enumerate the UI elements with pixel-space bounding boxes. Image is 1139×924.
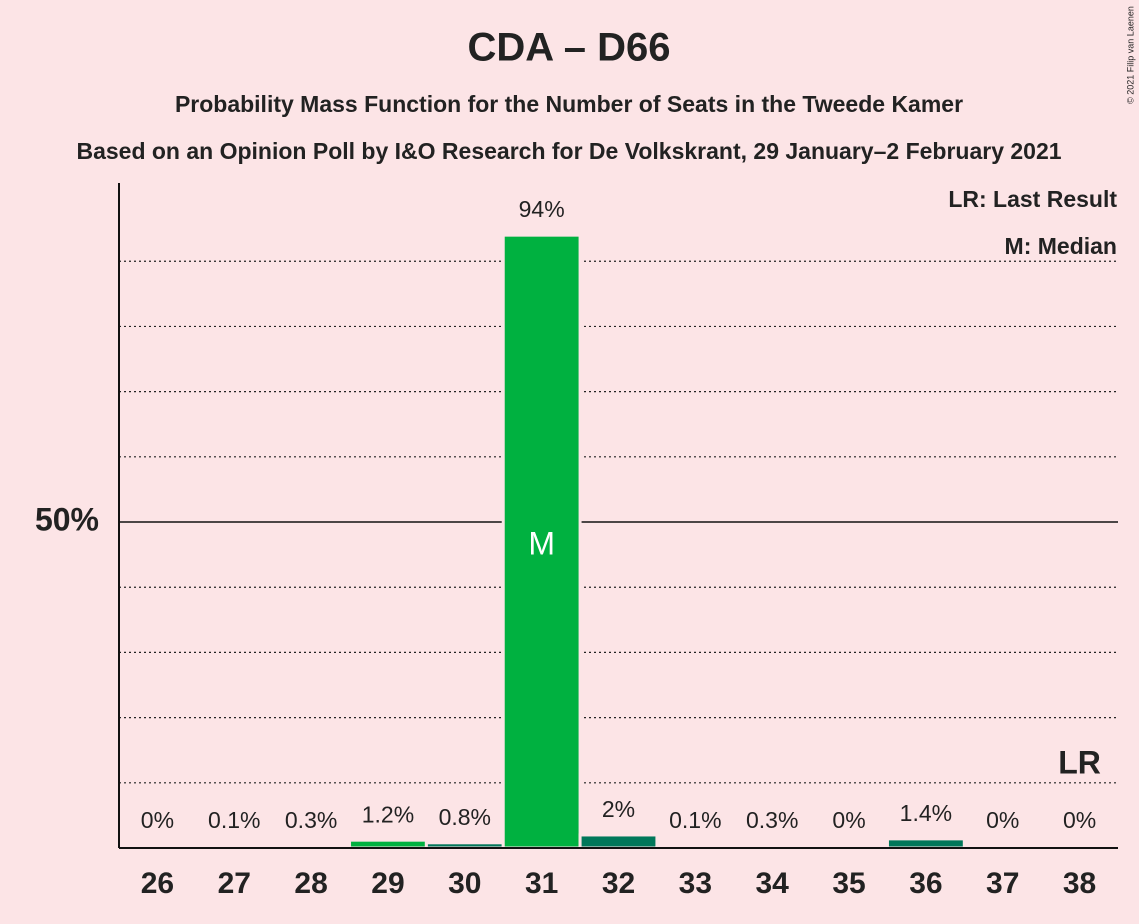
value-label: 0% bbox=[141, 807, 174, 833]
x-tick-label: 27 bbox=[218, 867, 251, 900]
x-tick-label: 30 bbox=[448, 867, 481, 900]
value-label: 0% bbox=[986, 807, 1019, 833]
x-tick-label: 37 bbox=[986, 867, 1019, 900]
x-tick-label: 29 bbox=[371, 867, 404, 900]
x-tick-label: 32 bbox=[602, 867, 635, 900]
x-tick-label: 26 bbox=[141, 867, 174, 900]
x-tick-label: 34 bbox=[756, 867, 790, 900]
chart-subtitle: Probability Mass Function for the Number… bbox=[175, 91, 963, 117]
credit: © 2021 Filip van Laenen bbox=[1125, 6, 1135, 104]
value-label: 0.1% bbox=[669, 807, 721, 833]
value-label: 1.2% bbox=[362, 801, 414, 827]
legend-entry: LR: Last Result bbox=[948, 186, 1117, 212]
x-tick-label: 36 bbox=[909, 867, 942, 900]
value-label: 0% bbox=[1063, 807, 1096, 833]
value-label: 2% bbox=[602, 796, 635, 822]
value-label: 0% bbox=[832, 807, 865, 833]
y-tick-label: 50% bbox=[35, 501, 99, 537]
x-tick-label: 35 bbox=[832, 867, 865, 900]
value-label: 94% bbox=[519, 196, 565, 222]
x-tick-label: 28 bbox=[294, 867, 327, 900]
median-marker: M bbox=[528, 525, 555, 561]
bar bbox=[348, 838, 428, 850]
value-label: 0.3% bbox=[285, 807, 337, 833]
x-tick-label: 31 bbox=[525, 867, 558, 900]
bar bbox=[501, 233, 582, 850]
chart-title: CDA – D66 bbox=[467, 26, 670, 70]
last-result-marker: LR bbox=[1058, 744, 1101, 780]
x-tick-label: 38 bbox=[1063, 867, 1096, 900]
value-label: 0.1% bbox=[208, 807, 260, 833]
value-label: 1.4% bbox=[900, 800, 952, 826]
legend-entry: M: Median bbox=[1005, 233, 1117, 259]
value-label: 0.3% bbox=[746, 807, 798, 833]
value-label: 0.8% bbox=[439, 804, 491, 830]
chart-subtitle: Based on an Opinion Poll by I&O Research… bbox=[76, 138, 1061, 164]
x-tick-label: 33 bbox=[679, 867, 712, 900]
bar bbox=[578, 833, 659, 850]
bar bbox=[885, 837, 966, 850]
